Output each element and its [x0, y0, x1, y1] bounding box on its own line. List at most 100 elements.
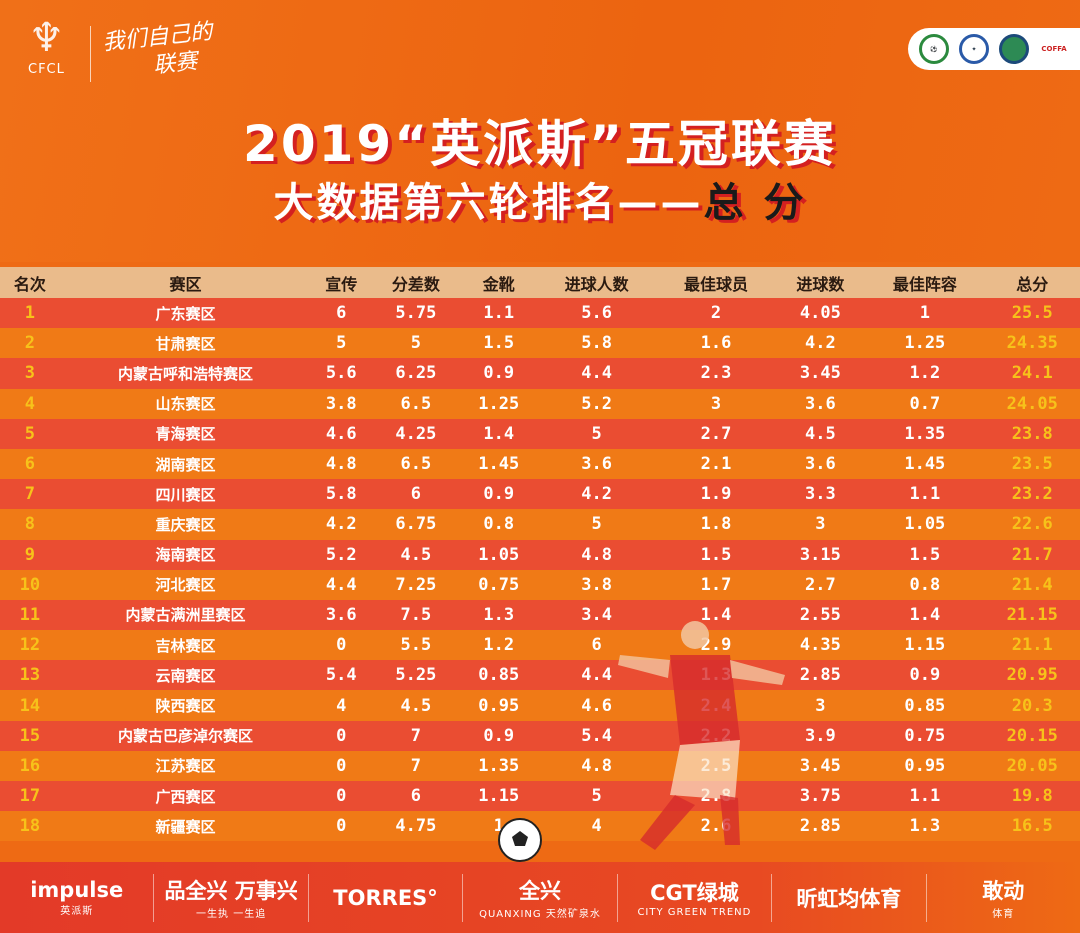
- score-cell: 5.25: [371, 660, 461, 691]
- region-cell: 四川赛区: [59, 479, 312, 510]
- score-cell: 4.4: [536, 358, 657, 389]
- score-cell: 0.8: [865, 569, 985, 600]
- score-cell: 3.6: [775, 448, 866, 480]
- coffa-logo: COFFA: [1041, 45, 1067, 53]
- score-cell: 5: [371, 328, 461, 359]
- rank-cell: 10: [0, 569, 60, 600]
- score-cell: 0.95: [865, 750, 985, 781]
- score-cell: 1.9: [656, 479, 776, 510]
- region-cell: 广西赛区: [59, 781, 312, 812]
- score-cell: 0: [311, 811, 372, 842]
- rank-cell: 4: [0, 388, 60, 419]
- region-cell: 重庆赛区: [59, 509, 312, 540]
- page-title: 2019“英派斯”五冠联赛: [243, 115, 837, 173]
- score-cell: 4.05: [775, 298, 866, 329]
- score-cell: 2.7: [775, 569, 866, 600]
- score-cell: 4.6: [311, 418, 372, 449]
- football-icon: [498, 818, 542, 862]
- score-cell: 2.3: [656, 358, 776, 389]
- score-cell: 0.7: [865, 388, 985, 419]
- score-cell: 3.6: [536, 448, 657, 480]
- table-row: 12 吉林赛区 0 5.5 1.2 6 2.9 4.35 1.15 21.1: [0, 630, 1080, 661]
- total-cell: 21.7: [984, 539, 1080, 570]
- table-row: 11 内蒙古满洲里赛区 3.6 7.5 1.3 3.4 1.4 2.55 1.4 21.15: [0, 599, 1080, 631]
- total-cell: 23.8: [984, 418, 1080, 449]
- score-cell: 2.1: [656, 448, 776, 480]
- blue-badge-icon: [999, 34, 1029, 64]
- score-cell: 4.5: [775, 418, 866, 449]
- column-header: 总分: [984, 267, 1080, 298]
- score-cell: 3: [775, 509, 866, 540]
- score-cell: 4.8: [536, 539, 657, 570]
- score-cell: 1.8: [656, 509, 776, 540]
- score-cell: 1: [865, 298, 985, 329]
- rank-cell: 5: [0, 418, 60, 449]
- table-row: 9 海南赛区 5.2 4.5 1.05 4.8 1.5 3.15 1.5 21.7: [0, 539, 1080, 570]
- score-cell: 0.9: [865, 660, 985, 691]
- region-cell: 江苏赛区: [59, 750, 312, 781]
- score-cell: 1.3: [460, 599, 537, 631]
- score-cell: 1.4: [865, 599, 985, 631]
- score-cell: 5.4: [311, 660, 372, 691]
- score-cell: 6: [371, 479, 461, 510]
- cfcl-logo: ♆ CFCL: [28, 15, 65, 77]
- sponsor-logo: CGT绿城 CITY GREEN TREND: [618, 873, 773, 922]
- trophy-icon: ♆: [28, 15, 65, 61]
- region-cell: 河北赛区: [59, 569, 312, 600]
- green-badge-icon: ⚽: [919, 34, 949, 64]
- region-cell: 内蒙古巴彦淖尔赛区: [59, 720, 312, 751]
- score-cell: 0.95: [460, 690, 537, 721]
- region-cell: 云南赛区: [59, 660, 312, 691]
- sponsor-logo: 品全兴 万事兴 一生执 一生追: [154, 873, 309, 922]
- football-for-all-icon: ✦: [959, 34, 989, 64]
- score-cell: 5.6: [536, 298, 657, 329]
- score-cell: 5: [536, 509, 657, 540]
- total-cell: 21.1: [984, 630, 1080, 661]
- slogan: 我们自己的 联赛: [101, 19, 214, 79]
- score-cell: 0: [311, 750, 372, 781]
- sponsor-logo: 昕虹均体育: [772, 873, 927, 922]
- score-cell: 4.5: [371, 690, 461, 721]
- column-header: 最佳球员: [656, 267, 776, 298]
- rank-cell: 13: [0, 660, 60, 691]
- total-cell: 19.8: [984, 781, 1080, 812]
- score-cell: 5.75: [371, 298, 461, 329]
- score-cell: 2: [656, 298, 776, 329]
- score-cell: 5.6: [311, 358, 372, 389]
- score-cell: 0.85: [865, 690, 985, 721]
- score-cell: 4.4: [311, 569, 372, 600]
- score-cell: 1.5: [656, 539, 776, 570]
- total-cell: 24.05: [984, 388, 1080, 419]
- score-cell: 0.8: [460, 509, 537, 540]
- table-row: 6 湖南赛区 4.8 6.5 1.45 3.6 2.1 3.6 1.45 23.5: [0, 448, 1080, 480]
- score-cell: 1.15: [460, 781, 537, 812]
- rank-cell: 12: [0, 630, 60, 661]
- score-cell: 1.2: [460, 630, 537, 661]
- score-cell: 1.1: [865, 781, 985, 812]
- score-cell: 3.8: [311, 388, 372, 419]
- region-cell: 甘肃赛区: [59, 328, 312, 359]
- rank-cell: 15: [0, 720, 60, 751]
- column-header: 宣传: [311, 267, 372, 298]
- sponsor-logo: impulse 英派斯: [0, 873, 155, 922]
- score-cell: 1.3: [865, 811, 985, 842]
- total-cell: 16.5: [984, 811, 1080, 842]
- table-row: 8 重庆赛区 4.2 6.75 0.8 5 1.8 3 1.05 22.6: [0, 509, 1080, 540]
- score-cell: 1.35: [460, 750, 537, 781]
- table-header: 名次 赛区 宣传 分差数 金靴 进球人数 最佳球员 进球数 最佳阵容 总分: [0, 267, 1080, 298]
- total-cell: 21.4: [984, 569, 1080, 600]
- score-cell: 4: [536, 811, 657, 842]
- score-cell: 4.4: [536, 660, 657, 691]
- score-cell: 3: [656, 388, 776, 419]
- score-cell: 3.3: [775, 479, 866, 510]
- score-cell: 1.7: [656, 569, 776, 600]
- rank-cell: 16: [0, 750, 60, 781]
- rank-cell: 9: [0, 539, 60, 570]
- score-cell: 1.3: [656, 660, 776, 691]
- score-cell: 4.6: [536, 690, 657, 721]
- score-cell: 1.2: [865, 358, 985, 389]
- score-cell: 3.6: [775, 388, 866, 419]
- sponsor-logo: 全兴 QUANXING 天然矿泉水: [463, 873, 618, 922]
- table-row: 4 山东赛区 3.8 6.5 1.25 5.2 3 3.6 0.7 24.05: [0, 388, 1080, 419]
- region-cell: 海南赛区: [59, 539, 312, 570]
